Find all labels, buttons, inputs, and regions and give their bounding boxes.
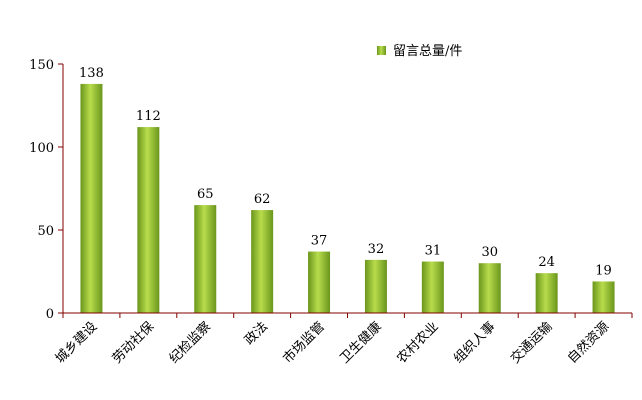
x-tick-label: 纪检监察: [167, 319, 214, 366]
data-label: 37: [311, 234, 328, 249]
bar: [80, 83, 103, 313]
bar: [308, 251, 331, 313]
data-label: 31: [425, 244, 442, 259]
bar: [364, 259, 387, 313]
y-tick-label: 50: [37, 224, 54, 239]
x-axis: 城乡建设 劳动社保 纪检监察 政法 市场监管 卫生健康 农村农业 组织人事 交通运输 自然资源: [53, 312, 633, 367]
x-tick-label: 城乡建设: [53, 319, 100, 366]
y-axis: 0 50 100 150: [29, 58, 64, 322]
y-tick-label: 100: [29, 141, 54, 156]
y-tick-label: 0: [46, 307, 54, 322]
bar: [251, 210, 274, 313]
data-label: 62: [254, 192, 271, 207]
bar: [592, 281, 615, 313]
data-label: 65: [197, 187, 214, 202]
x-tick-label: 卫生健康: [337, 319, 385, 367]
bar: [535, 273, 558, 313]
data-label: 30: [481, 245, 498, 260]
x-tick-label: 交通运输: [507, 319, 555, 367]
data-label: 112: [136, 109, 161, 124]
bar: [421, 261, 444, 313]
x-tick-label: 自然资源: [564, 319, 612, 367]
x-tick-label: 组织人事: [451, 319, 498, 366]
bars: 138 112 65 62 37 32 31 30 24 19: [79, 66, 615, 313]
data-label: 32: [368, 242, 385, 257]
x-tick-label: 劳动社保: [109, 319, 157, 367]
x-tick-label: 政法: [242, 319, 271, 348]
x-tick-label: 农村农业: [394, 319, 441, 366]
legend: 留言总量/件: [377, 44, 462, 59]
legend-label: 留言总量/件: [393, 44, 462, 59]
x-tick-label: 市场监管: [280, 319, 328, 367]
legend-swatch: [377, 46, 386, 55]
bar: [194, 205, 217, 313]
data-label: 138: [79, 66, 104, 81]
bar: [137, 127, 160, 313]
data-label: 24: [538, 255, 555, 270]
y-tick-label: 150: [29, 58, 54, 73]
data-label: 19: [595, 263, 612, 278]
bar: [478, 263, 501, 313]
